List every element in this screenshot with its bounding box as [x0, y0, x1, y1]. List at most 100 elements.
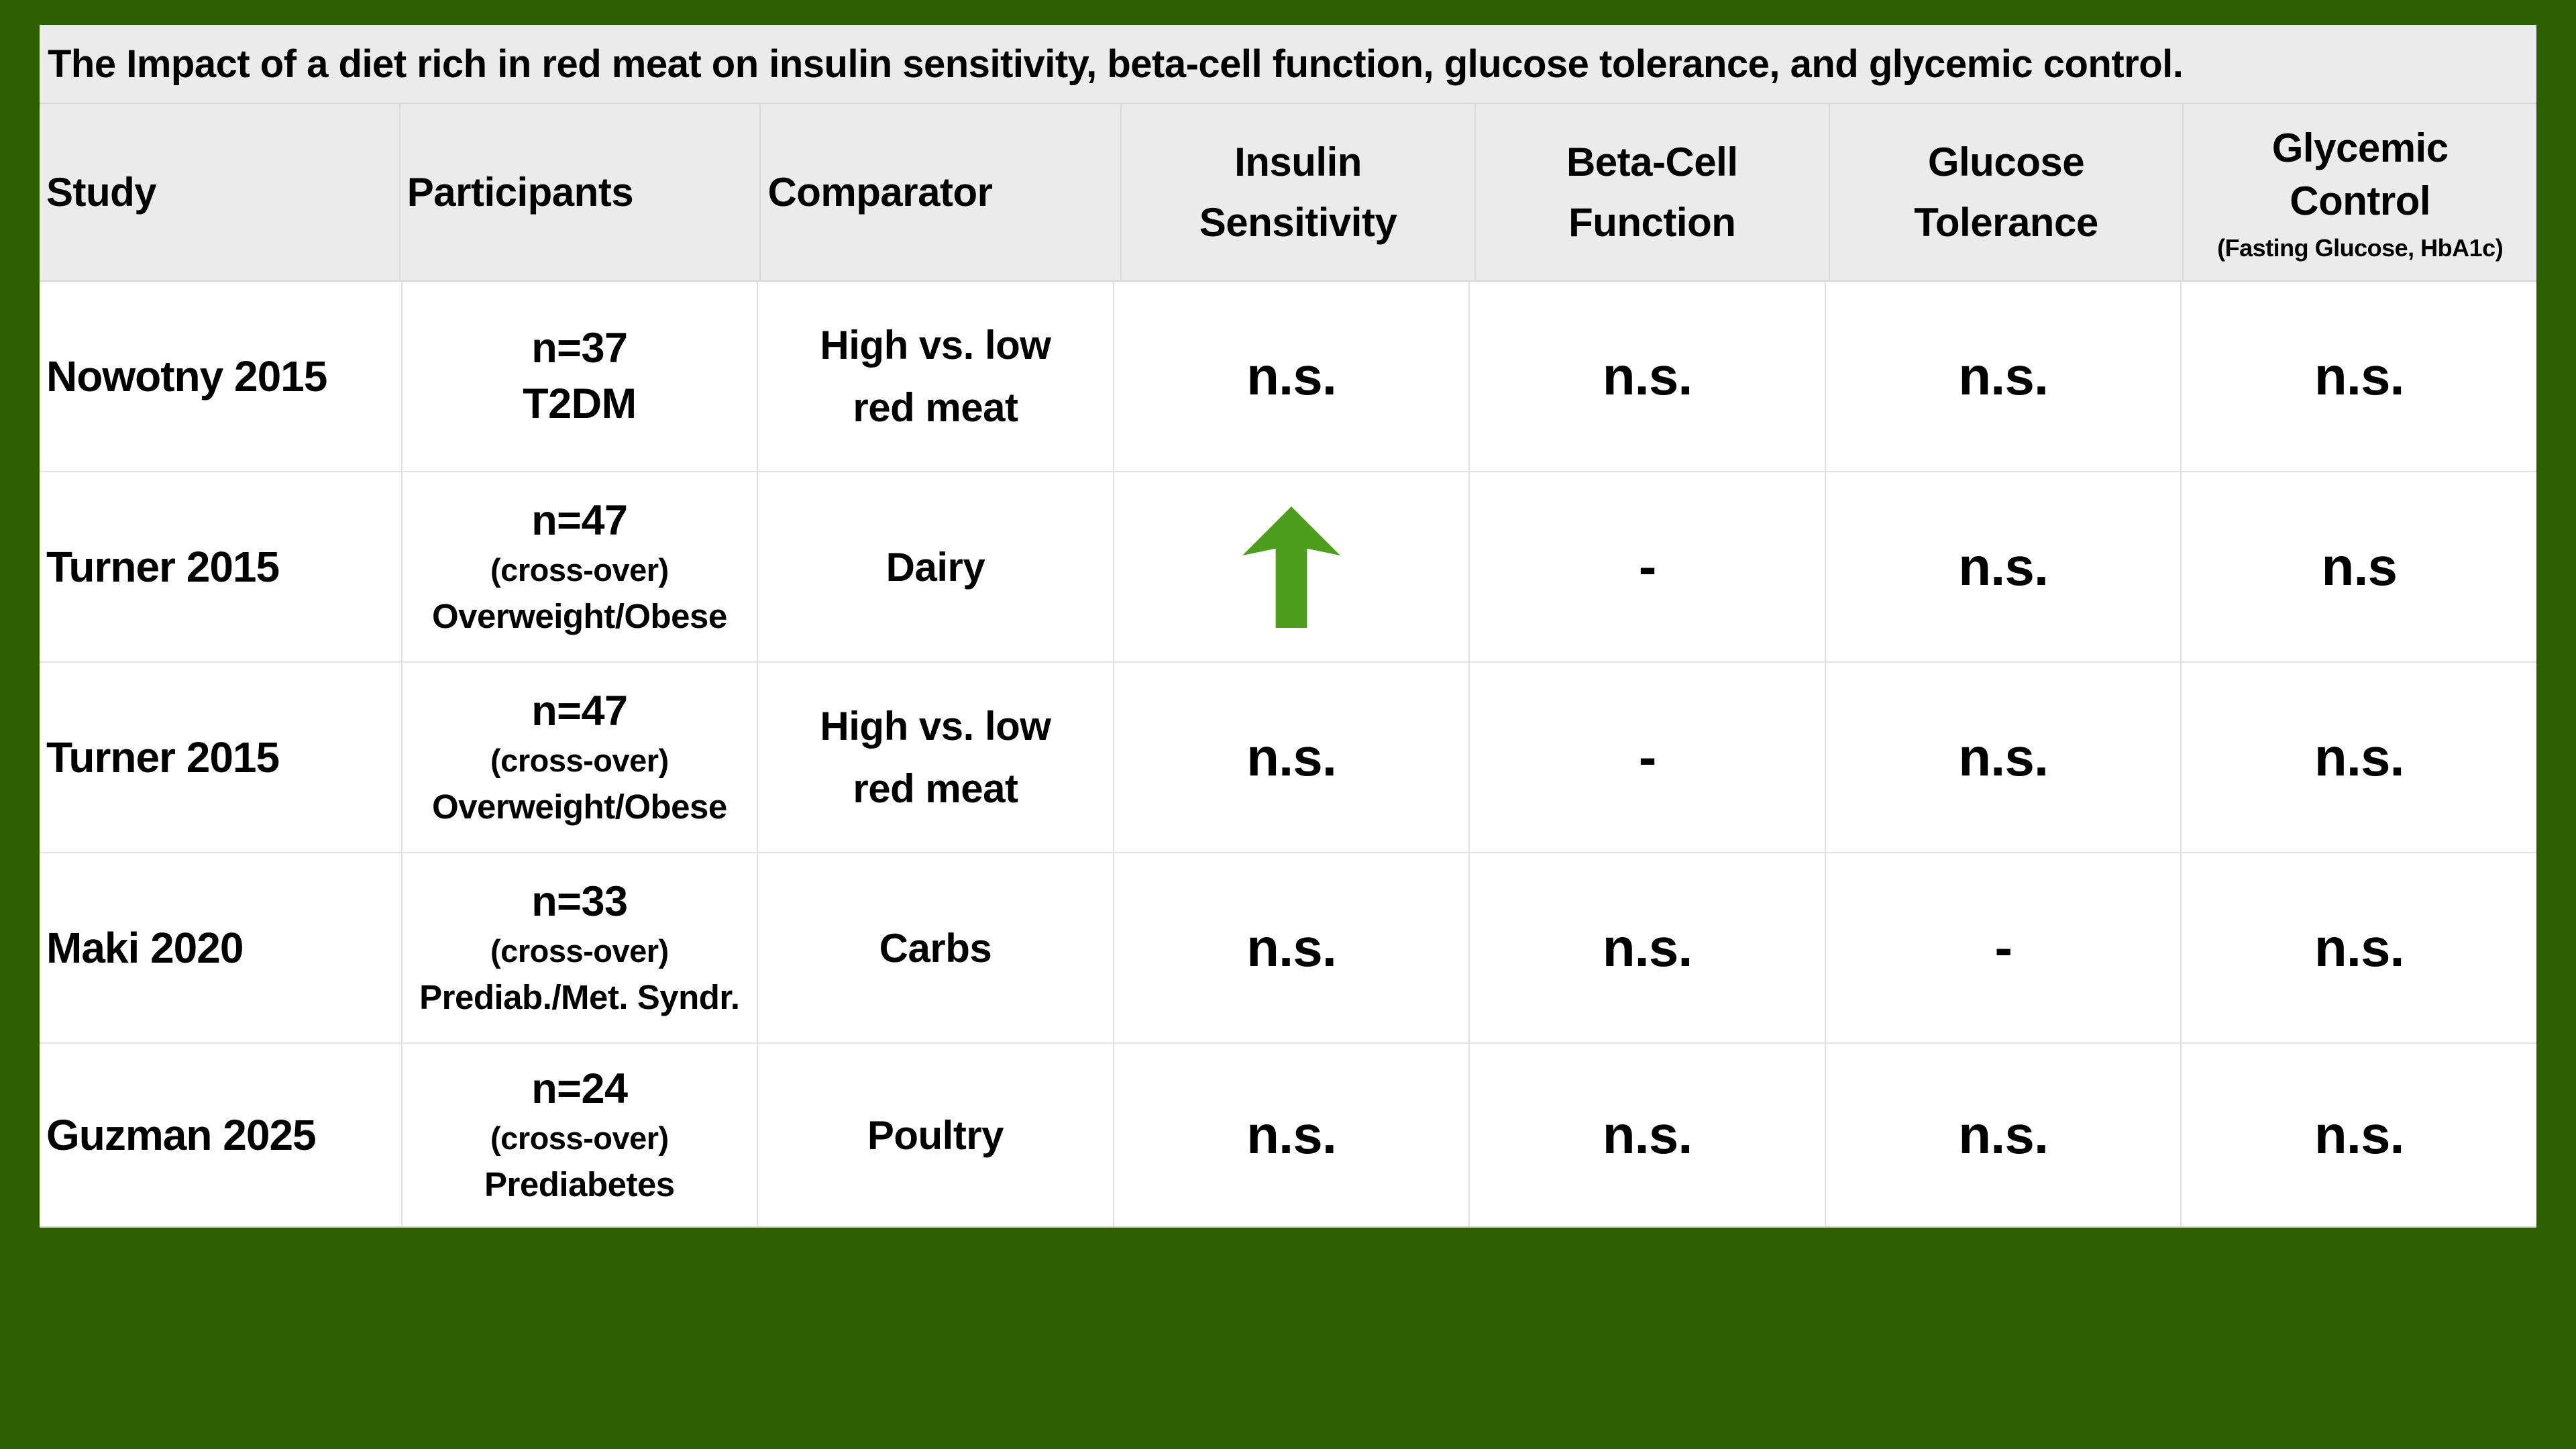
participants-design: (cross-over) [490, 551, 669, 588]
table-title-row: The Impact of a diet rich in red meat on… [40, 25, 2536, 104]
cell-comparator: High vs. low red meat [757, 282, 1113, 471]
cell-glycemic-control: n.s [2180, 472, 2536, 661]
cell-participants: n=47 (cross-over) Overweight/Obese [400, 663, 757, 852]
comparator-line: Dairy [885, 544, 985, 590]
cell-glucose-tolerance: n.s. [1824, 282, 2181, 471]
cell-comparator: Dairy [757, 472, 1113, 661]
outcome-value: n.s. [2314, 1105, 2405, 1165]
participants-design: (cross-over) [490, 1120, 669, 1156]
header-insulin-sensitivity: Insulin Sensitivity [1120, 104, 1474, 280]
cell-beta-cell-function: - [1468, 472, 1825, 661]
up-arrow-icon [1242, 506, 1340, 628]
header-beta-cell-function: Beta-Cell Function [1474, 104, 1829, 280]
outcome-value: n.s. [1246, 918, 1337, 977]
cell-study: Guzman 2025 [40, 1044, 401, 1226]
cell-insulin-sensitivity: n.s. [1112, 853, 1469, 1042]
outcome-value: n.s. [1246, 727, 1337, 787]
study-name: Turner 2015 [46, 543, 280, 591]
cell-glycemic-control: n.s. [2180, 853, 2536, 1042]
header-label: Participants [407, 169, 634, 215]
cell-glucose-tolerance: n.s. [1824, 663, 2181, 852]
header-study: Study [40, 104, 399, 280]
cell-glucose-tolerance: n.s. [1824, 1044, 2181, 1226]
cell-insulin-sensitivity: n.s. [1112, 282, 1469, 471]
cell-participants: n=37 T2DM [400, 282, 757, 471]
cell-insulin-sensitivity-increase [1112, 472, 1469, 661]
participants-n: n=47 [531, 687, 628, 735]
cell-glycemic-control: n.s. [2180, 1044, 2536, 1226]
table-row-nowotny-2015: Nowotny 2015 n=37 T2DM High vs. low red … [40, 282, 2536, 472]
outcome-value: n.s. [1958, 346, 2049, 406]
outcome-value: n.s. [1958, 537, 2049, 596]
table-header-row: Study Participants Comparator Insulin Se… [40, 104, 2536, 282]
cell-glycemic-control: n.s. [2180, 663, 2536, 852]
outcome-value: n.s. [2314, 346, 2405, 406]
outcome-value: n.s. [1602, 918, 1693, 977]
participants-design: (cross-over) [490, 932, 669, 969]
participants-n: n=47 [531, 496, 628, 544]
header-label-line: Insulin [1234, 139, 1362, 184]
table-title: The Impact of a diet rich in red meat on… [48, 42, 2184, 86]
header-label-line: Control [2290, 178, 2431, 223]
header-label-line: Beta-Cell [1566, 139, 1738, 184]
header-sublabel: (Fasting Glucose, HbA1c) [2217, 234, 2504, 262]
cell-glucose-tolerance: - [1824, 853, 2181, 1042]
participants-condition: T2DM [523, 380, 637, 427]
cell-beta-cell-function: n.s. [1468, 282, 1825, 471]
cell-glucose-tolerance: n.s. [1824, 472, 2181, 661]
outcome-value: n.s. [1246, 346, 1337, 406]
study-name: Turner 2015 [46, 733, 280, 782]
study-name: Nowotny 2015 [46, 352, 327, 400]
cell-insulin-sensitivity: n.s. [1112, 663, 1469, 852]
outcome-value: n.s [2321, 537, 2398, 596]
cell-participants: n=47 (cross-over) Overweight/Obese [400, 472, 757, 661]
table-row-guzman-2025: Guzman 2025 n=24 (cross-over) Prediabete… [40, 1044, 2536, 1226]
header-label-line: Tolerance [1914, 199, 2098, 245]
cell-beta-cell-function: n.s. [1468, 1044, 1825, 1226]
participants-condition: Overweight/Obese [431, 596, 727, 635]
results-table: The Impact of a diet rich in red meat on… [40, 25, 2536, 1228]
comparator-line: Poultry [867, 1112, 1004, 1158]
study-name: Guzman 2025 [46, 1111, 317, 1159]
cell-glycemic-control: n.s. [2180, 282, 2536, 471]
outcome-value: n.s. [2314, 918, 2405, 977]
cell-comparator: High vs. low red meat [757, 663, 1113, 852]
table-row-maki-2020: Maki 2020 n=33 (cross-over) Prediab./Met… [40, 853, 2536, 1044]
header-glycemic-control: Glycemic Control (Fasting Glucose, HbA1c… [2182, 104, 2536, 280]
header-label-line: Glucose [1927, 139, 2085, 184]
participants-design: (cross-over) [490, 742, 669, 778]
header-label-line: Function [1568, 199, 1736, 245]
header-glucose-tolerance: Glucose Tolerance [1828, 104, 2183, 280]
header-participants: Participants [398, 104, 760, 280]
table-row-turner-2015-dairy: Turner 2015 n=47 (cross-over) Overweight… [40, 472, 2536, 663]
table-row-turner-2015-red-meat: Turner 2015 n=47 (cross-over) Overweight… [40, 663, 2536, 853]
cell-insulin-sensitivity: n.s. [1112, 1044, 1469, 1226]
cell-participants: n=33 (cross-over) Prediab./Met. Syndr. [400, 853, 757, 1042]
participants-n: n=24 [531, 1065, 628, 1112]
outcome-value: n.s. [1602, 1105, 1693, 1165]
cell-study: Turner 2015 [40, 663, 401, 852]
cell-participants: n=24 (cross-over) Prediabetes [400, 1044, 757, 1226]
cell-beta-cell-function: - [1468, 663, 1825, 852]
cell-study: Nowotny 2015 [40, 282, 401, 471]
up-arrow-shape [1242, 506, 1340, 628]
outcome-value: n.s. [1602, 346, 1693, 406]
study-name: Maki 2020 [46, 924, 244, 972]
participants-condition: Prediabetes [484, 1165, 675, 1203]
outcome-value: n.s. [1958, 1105, 2049, 1165]
participants-condition: Prediab./Met. Syndr. [419, 977, 740, 1016]
comparator-line: High vs. low [820, 704, 1051, 749]
comparator-line: red meat [853, 385, 1018, 430]
cell-comparator: Poultry [757, 1044, 1113, 1226]
participants-n: n=33 [531, 877, 628, 925]
outcome-value: n.s. [1246, 1105, 1337, 1165]
header-label-line: Sensitivity [1199, 199, 1397, 245]
header-label-line: Glycemic [2271, 125, 2449, 170]
outcome-value: n.s. [1958, 727, 2049, 787]
outcome-value: - [1638, 537, 1657, 596]
comparator-line: High vs. low [820, 323, 1051, 368]
outcome-value: - [1994, 918, 2012, 977]
outcome-value: n.s. [2314, 727, 2405, 787]
header-label: Comparator [767, 169, 993, 215]
